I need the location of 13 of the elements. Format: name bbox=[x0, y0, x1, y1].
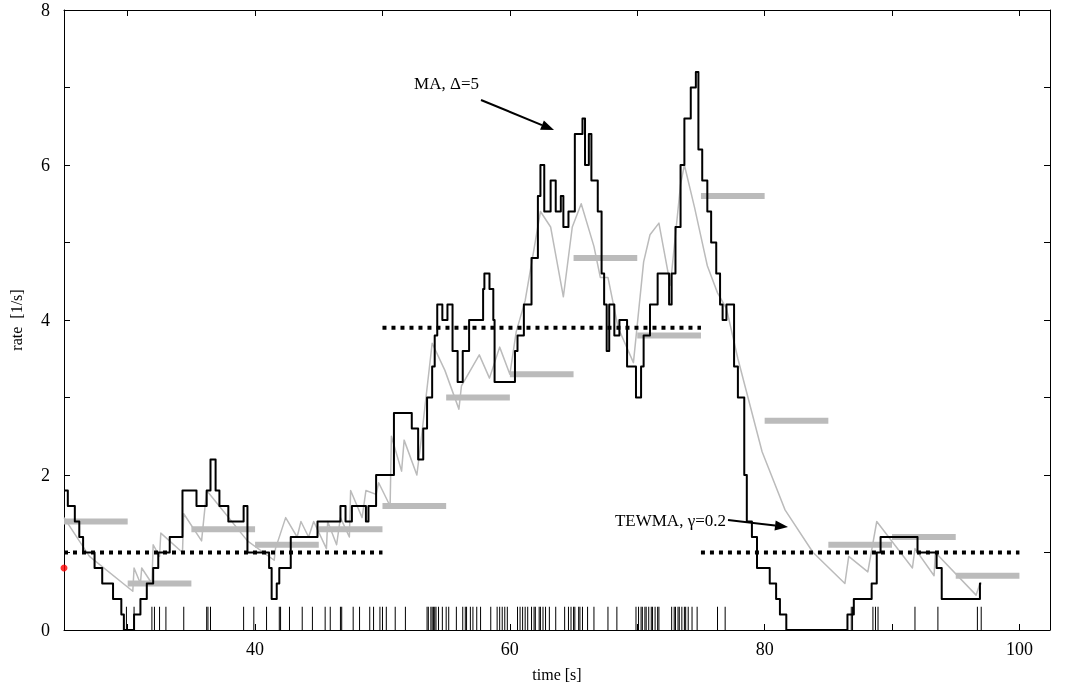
x-tick-label: 40 bbox=[246, 639, 265, 659]
y-tick-label: 4 bbox=[41, 310, 50, 330]
x-tick-label: 80 bbox=[755, 639, 774, 659]
x-tick-label: 60 bbox=[500, 639, 519, 659]
x-axis-title: time [s] bbox=[532, 665, 582, 683]
annotation: MA, Δ=5 bbox=[414, 73, 479, 93]
y-axis-title: rate [1/s] bbox=[7, 289, 25, 351]
y-tick-label: 0 bbox=[41, 620, 50, 640]
x-tick-label: 100 bbox=[1005, 639, 1033, 659]
y-tick-label: 2 bbox=[41, 465, 50, 485]
annotation: TEWMA, γ=0.2 bbox=[614, 510, 726, 530]
y-tick-label: 8 bbox=[41, 0, 50, 20]
y-tick-label: 6 bbox=[41, 155, 50, 175]
